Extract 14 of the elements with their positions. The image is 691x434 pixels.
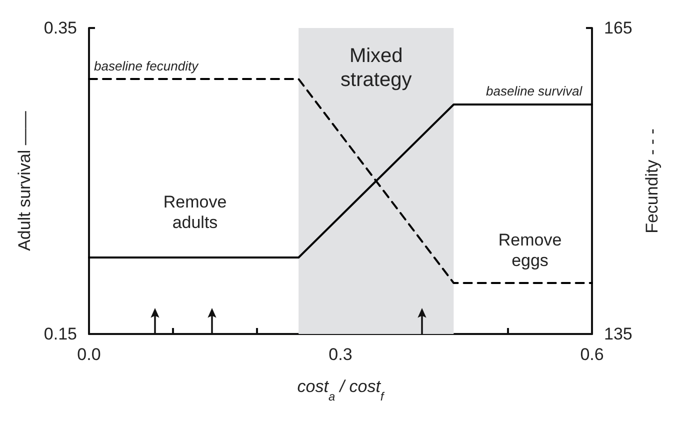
annotation: Remove eggs [498,230,562,270]
y2-tick-label: 165 [604,18,632,38]
x-tick-label: 0.3 [328,345,352,364]
annotation: baseline survival [486,83,584,98]
y-tick-label: 0.15 [44,324,77,344]
y2-axis-title: Fecundity - - - [642,128,662,234]
band-label: Mixed strategy [340,45,412,91]
x-tick-label: 0.6 [580,345,604,364]
annotation: Remove adults [163,192,227,232]
y-axis-title: Adult survival —— [15,111,34,251]
annotation: baseline fecundity [94,58,200,74]
x-tick-label: 0.0 [77,345,101,364]
y2-tick-label: 135 [604,324,632,344]
y-tick-label: 0.35 [44,18,77,38]
